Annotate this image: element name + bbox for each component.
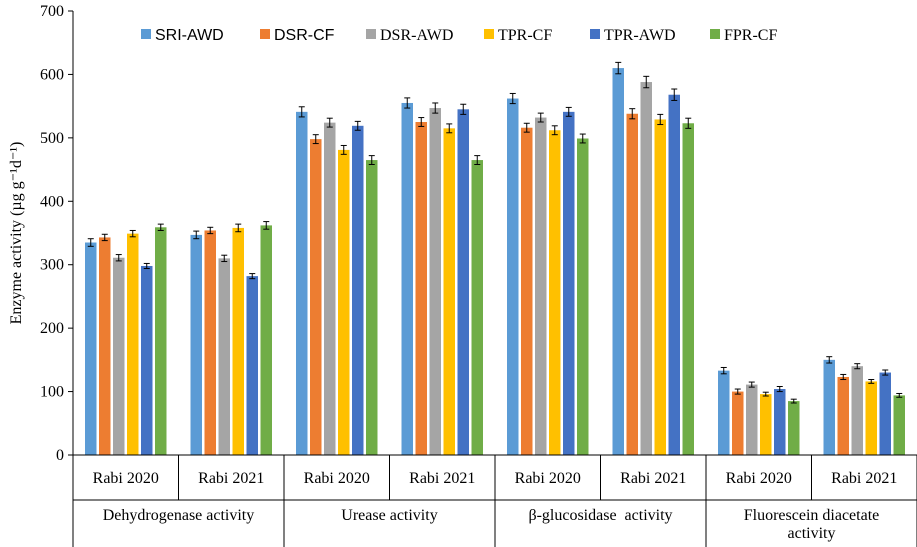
x-category-label: Rabi 2020 (515, 470, 581, 487)
y-axis: 0 100 200 300 400 500 600 700 (40, 3, 74, 464)
x-category-label: Rabi 2021 (831, 470, 897, 487)
bar-dsr-awd (324, 122, 336, 456)
y-tick-label: 400 (40, 193, 64, 210)
x-group-label: Dehydrogenase activity (103, 507, 255, 524)
x-group-label: Fluorescein diacetate activity (744, 507, 880, 542)
bar-dsr-cf (204, 230, 216, 455)
x-category-label: Rabi 2020 (304, 470, 370, 487)
y-tick-label: 600 (40, 66, 64, 83)
bar-dsr-awd (113, 257, 125, 455)
legend-swatch (141, 29, 151, 39)
y-tick-label: 500 (40, 130, 64, 147)
bar-tpr-cf (760, 394, 772, 455)
bar-sri-awd (507, 98, 519, 455)
bar-sri-awd (190, 234, 202, 455)
bar-dsr-cf (837, 376, 849, 455)
bar-sri-awd (718, 370, 730, 455)
legend-swatch (710, 29, 720, 39)
x-category-label: Rabi 2021 (620, 470, 686, 487)
x-category-label: Rabi 2020 (93, 470, 159, 487)
bar-sri-awd (85, 242, 97, 455)
bar-tpr-awd (246, 276, 258, 455)
bar-dsr-awd (429, 108, 441, 455)
plot-area (85, 61, 905, 456)
bar-dsr-cf (521, 127, 533, 456)
y-tick-label: 0 (56, 447, 64, 464)
bar-tpr-cf (654, 119, 666, 455)
bar-sri-awd (296, 111, 308, 455)
bar-fpr-cf (471, 160, 483, 456)
y-tick-label: 200 (40, 320, 64, 337)
x-category-label: Rabi 2021 (198, 470, 264, 487)
bar-sri-awd (612, 68, 624, 455)
bar-sri-awd (401, 102, 413, 455)
bar-dsr-awd (218, 258, 230, 455)
legend-swatch (484, 29, 494, 39)
legend-label: TPR-AWD (604, 27, 676, 44)
x-category-label: Rabi 2021 (409, 470, 475, 487)
bar-tpr-awd (879, 372, 891, 455)
bar-sri-awd (823, 359, 835, 455)
x-axis: Rabi 2020 Rabi 2021 Rabi 2020 Rabi 2021 Rabi… (72, 454, 917, 547)
y-tick-label: 700 (40, 3, 64, 20)
x-group-label: β-glucosidase activity (528, 507, 672, 524)
bar-tpr-awd (457, 109, 469, 456)
bar-tpr-awd (141, 265, 153, 455)
bar-dsr-cf (415, 122, 427, 455)
bar-fpr-cf (366, 160, 378, 456)
bar-fpr-cf (788, 401, 800, 455)
bar-fpr-cf (682, 123, 694, 456)
bar-dsr-cf (626, 113, 638, 456)
bar-fpr-cf (155, 227, 167, 455)
bar-dsr-cf (310, 139, 322, 455)
bar-dsr-cf (99, 237, 111, 455)
legend-label: SRI-AWD (155, 27, 224, 44)
bar-dsr-cf (732, 391, 744, 455)
bar-tpr-awd (774, 389, 786, 455)
legend-swatch (260, 29, 270, 39)
bar-dsr-awd (535, 117, 547, 455)
bar-tpr-cf (549, 130, 561, 455)
legend-label: DSR-CF (274, 27, 335, 44)
bar-tpr-awd (668, 94, 680, 456)
legend-swatch (590, 29, 600, 39)
legend-label: TPR-CF (498, 27, 552, 44)
bar-dsr-awd (640, 82, 652, 455)
legend-label: DSR-AWD (380, 27, 453, 44)
bar-tpr-cf (127, 233, 139, 455)
y-axis-title: Enzyme activity (µg g⁻¹d⁻¹) (8, 142, 25, 325)
y-tick-label: 100 (40, 384, 64, 401)
legend-swatch (366, 29, 376, 39)
bar-tpr-cf (443, 128, 455, 456)
bar-tpr-cf (232, 227, 244, 455)
bar-tpr-awd (563, 111, 575, 455)
x-category-label: Rabi 2020 (726, 470, 792, 487)
x-group-label: Urease activity (341, 507, 437, 524)
bar-tpr-cf (338, 149, 350, 455)
bar-fpr-cf (260, 225, 272, 455)
legend: SRI-AWD DSR-CF DSR-AWD TPR-CF TPR-AWD FPR-CF (141, 27, 777, 44)
bar-dsr-awd (851, 366, 863, 455)
bar-fpr-cf (577, 138, 589, 455)
bar-dsr-awd (746, 384, 758, 455)
legend-label: FPR-CF (724, 27, 777, 44)
bar-fpr-cf (893, 395, 905, 455)
bar-tpr-cf (865, 381, 877, 455)
y-tick-label: 300 (40, 257, 64, 274)
bar-tpr-awd (352, 125, 364, 455)
